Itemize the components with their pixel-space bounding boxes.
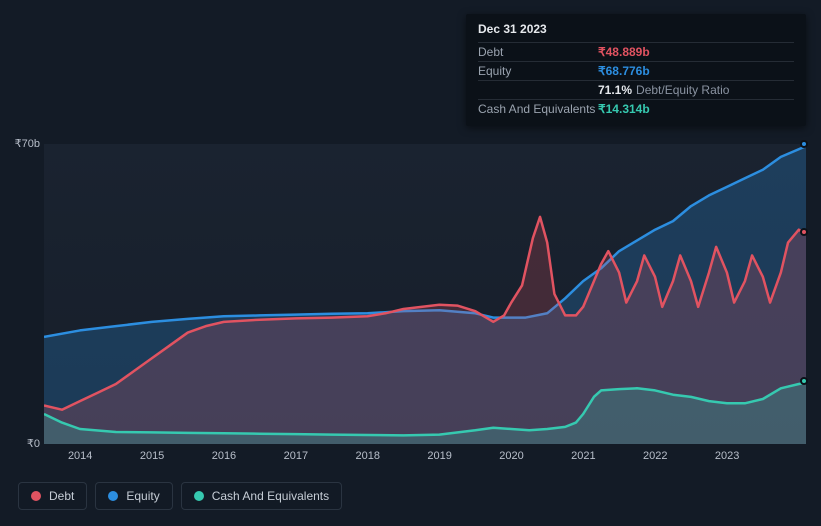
x-axis-tick-label: 2019 <box>427 450 451 462</box>
tooltip-ratio-label: Debt/Equity Ratio <box>636 83 729 97</box>
x-axis-tick-label: 2014 <box>68 450 92 462</box>
legend-label: Equity <box>126 489 159 503</box>
x-axis-tick-label: 2017 <box>284 450 308 462</box>
tooltip-ratio-pct: 71.1% <box>598 83 632 97</box>
tooltip-label: Cash And Equivalents <box>478 102 598 116</box>
legend-swatch <box>108 491 118 501</box>
tooltip-label: Equity <box>478 64 598 78</box>
legend-swatch <box>31 491 41 501</box>
y-axis-tick-label: ₹70b <box>15 137 40 150</box>
tooltip-row-ratio: 71.1% Debt/Equity Ratio <box>478 80 794 99</box>
tooltip-row-debt: Debt ₹48.889b <box>478 42 794 61</box>
tooltip-row-equity: Equity ₹68.776b <box>478 61 794 80</box>
x-axis-tick-label: 2018 <box>355 450 379 462</box>
x-axis-tick-label: 2021 <box>571 450 595 462</box>
y-axis-tick-label: ₹0 <box>27 437 40 450</box>
legend-item-equity[interactable]: Equity <box>95 482 172 510</box>
x-axis-tick-label: 2016 <box>212 450 236 462</box>
x-axis-tick-label: 2020 <box>499 450 523 462</box>
x-axis-tick-label: 2023 <box>715 450 739 462</box>
tooltip-label: Debt <box>478 45 598 59</box>
tooltip-value-debt: ₹48.889b <box>598 45 650 59</box>
legend-label: Cash And Equivalents <box>212 489 329 503</box>
legend-item-cash[interactable]: Cash And Equivalents <box>181 482 342 510</box>
tooltip-row-cash: Cash And Equivalents ₹14.314b <box>478 99 794 118</box>
chart-legend: Debt Equity Cash And Equivalents <box>18 482 342 510</box>
tooltip-date: Dec 31 2023 <box>478 22 794 42</box>
area-chart[interactable] <box>44 144 806 444</box>
tooltip-value-cash: ₹14.314b <box>598 102 650 116</box>
legend-item-debt[interactable]: Debt <box>18 482 87 510</box>
series-end-dot <box>800 228 808 236</box>
x-axis-tick-label: 2015 <box>140 450 164 462</box>
series-end-dot <box>800 377 808 385</box>
x-axis-tick-label: 2022 <box>643 450 667 462</box>
legend-label: Debt <box>49 489 74 503</box>
chart-tooltip: Dec 31 2023 Debt ₹48.889b Equity ₹68.776… <box>466 14 806 126</box>
tooltip-value-equity: ₹68.776b <box>598 64 650 78</box>
series-end-dot <box>800 140 808 148</box>
legend-swatch <box>194 491 204 501</box>
